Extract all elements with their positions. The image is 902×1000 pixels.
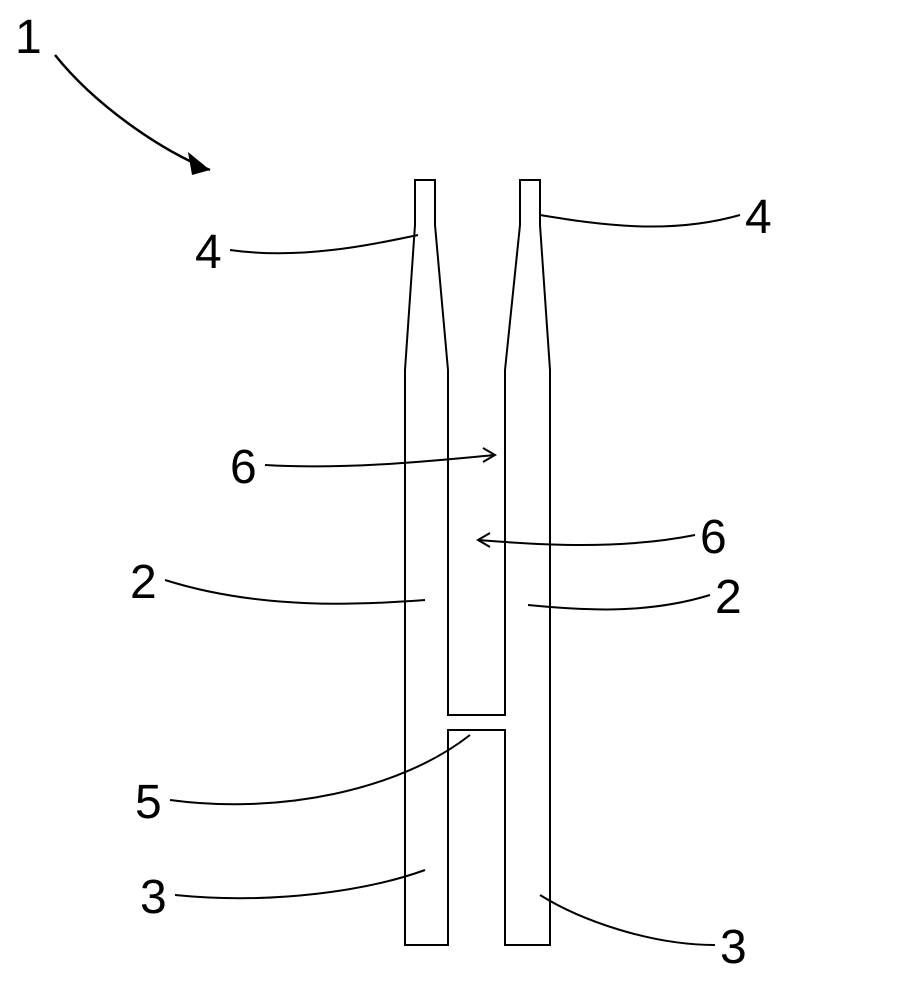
label-6-left: 6 bbox=[230, 440, 257, 495]
leader-3-right bbox=[540, 895, 715, 945]
label-3-right: 3 bbox=[720, 920, 747, 975]
leader-3-left bbox=[175, 870, 425, 898]
leader-4-right bbox=[540, 215, 740, 227]
leader-6-right bbox=[478, 535, 695, 545]
arrow-1-head bbox=[188, 152, 210, 175]
leader-2-left bbox=[165, 580, 425, 604]
label-2-left: 2 bbox=[130, 555, 157, 610]
label-1: 1 bbox=[15, 10, 42, 65]
diagram-svg bbox=[0, 0, 902, 1000]
label-3-left: 3 bbox=[140, 870, 167, 925]
double-prong-shape bbox=[405, 180, 550, 945]
leader-5 bbox=[170, 735, 470, 804]
leader-4-left bbox=[230, 235, 418, 253]
label-4-right: 4 bbox=[745, 190, 772, 245]
arrow-1 bbox=[55, 55, 210, 170]
label-2-right: 2 bbox=[715, 570, 742, 625]
leader-2-right bbox=[528, 595, 710, 609]
label-5: 5 bbox=[135, 775, 162, 830]
leader-6-left bbox=[265, 455, 495, 466]
label-6-right: 6 bbox=[700, 510, 727, 565]
label-4-left: 4 bbox=[195, 225, 222, 280]
